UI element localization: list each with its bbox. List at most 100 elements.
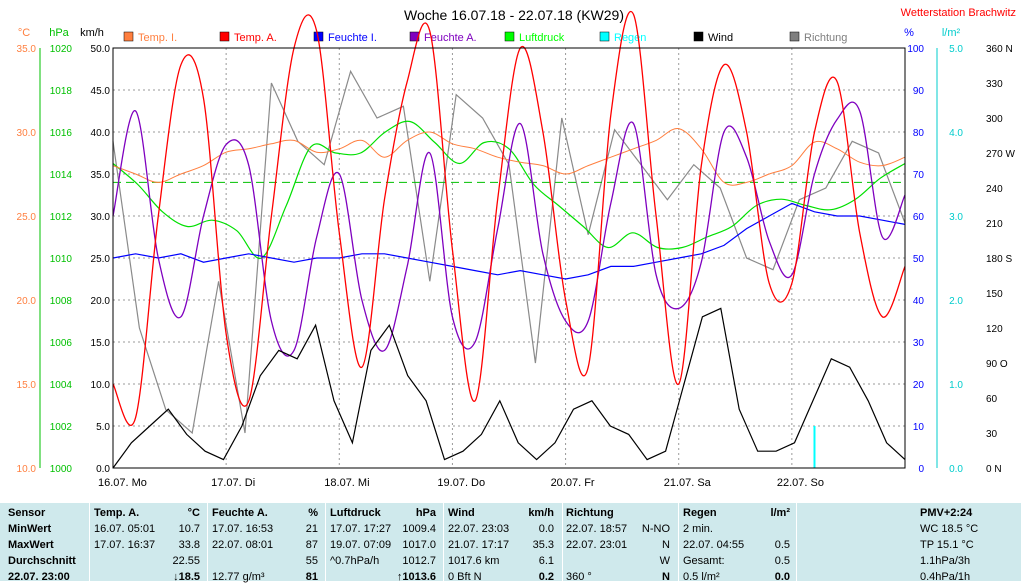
temp-tick-label: 20.0 <box>17 296 37 307</box>
table-cell-value: 33.8 <box>178 539 200 551</box>
table-header: Luftdruck <box>330 507 381 519</box>
rain-tick-label: 4.0 <box>949 128 963 139</box>
table-cell-time: 22.07. 08:01 <box>212 539 274 551</box>
pmv-line: TP 15.1 °C <box>920 539 974 551</box>
legend-swatch <box>504 31 515 42</box>
rain-tick-label: 3.0 <box>949 212 963 223</box>
table-header: Wind <box>448 507 475 519</box>
table-cell-value: 0.5 <box>774 555 790 567</box>
pressure-tick-label: 1012 <box>50 212 73 223</box>
table-cell-time: 19.07. 07:09 <box>330 539 392 551</box>
pressure-tick-label: 1006 <box>50 338 73 349</box>
direction-tick-label: 240 <box>986 184 1003 195</box>
humidity-tick-label: 30 <box>913 338 925 349</box>
wind-tick-label: 35.0 <box>91 170 111 181</box>
legend-label: Temp. I. <box>138 32 177 44</box>
table-header-unit: °C <box>187 507 200 519</box>
axis-ticks: 35.030.025.020.015.010.01020101810161014… <box>17 44 1016 475</box>
wind-tick-label: 10.0 <box>91 380 111 391</box>
table-cell-value: 22.55 <box>172 555 200 567</box>
direction-tick-label: 210 <box>986 219 1003 230</box>
wind-tick-label: 15.0 <box>91 338 111 349</box>
table-cell-time: 17.07. 17:27 <box>330 523 392 535</box>
direction-tick-label: 90 O <box>986 359 1008 370</box>
humidity-tick-label: 100 <box>907 44 924 55</box>
x-day-label: 21.07. Sa <box>664 477 712 489</box>
table-header: Temp. A. <box>94 507 140 519</box>
legend-label: Regen <box>614 32 646 44</box>
table-cell-value: 21 <box>305 523 318 535</box>
table-cell-time: 360 ° <box>566 571 592 583</box>
table-cell-value: ↓18.5 <box>173 571 200 583</box>
table-cell-value: 1017.0 <box>402 539 436 551</box>
series-lines <box>112 11 906 469</box>
pressure-tick-label: 1016 <box>50 128 73 139</box>
legend-swatch <box>123 31 134 42</box>
table-header-unit: % <box>308 507 318 519</box>
wind-tick-label: 5.0 <box>96 422 110 433</box>
table-cell-time: 16.07. 05:01 <box>94 523 156 535</box>
direction-tick-label: 60 <box>986 394 998 405</box>
wind-tick-label: 30.0 <box>91 212 111 223</box>
wind-tick-label: 20.0 <box>91 296 111 307</box>
humidity-tick-label: 70 <box>913 170 925 181</box>
table-cell-time: Gesamt: <box>683 555 725 567</box>
pressure-tick-label: 1000 <box>50 464 73 475</box>
wind-unit: km/h <box>80 27 104 39</box>
series-pressure <box>112 120 906 259</box>
humidity-tick-label: 10 <box>913 422 925 433</box>
temp-unit: °C <box>18 27 30 39</box>
table-cell-time: 22.07. 04:55 <box>683 539 745 551</box>
table-cell-value: N <box>662 571 670 583</box>
legend-label: Richtung <box>804 32 847 44</box>
legend-label: Feuchte A. <box>424 32 477 44</box>
x-axis-labels: 16.07. Mo 17.07. Di 18.07. Mi 19.07. Do 20.0… <box>98 477 824 489</box>
table-cell-time: 21.07. 17:17 <box>448 539 510 551</box>
direction-tick-label: 150 <box>986 289 1003 300</box>
table-cell-value: 1012.7 <box>402 555 436 567</box>
table-cell-value: 87 <box>305 539 318 551</box>
legend-label: Temp. A. <box>234 32 277 44</box>
x-day-label: 20.07. Fr <box>551 477 595 489</box>
table-header: Sensor <box>8 507 46 519</box>
pressure-tick-label: 1010 <box>50 254 73 265</box>
legend-label: Wind <box>708 32 733 44</box>
table-cell-value: ↑1013.6 <box>396 571 436 583</box>
pmv-line: WC 18.5 °C <box>920 523 979 535</box>
rain-tick-label: 1.0 <box>949 380 963 391</box>
x-day-label: 17.07. Di <box>211 477 255 489</box>
summary-table: Sensor Temp. A. °C Feuchte A.% Luftdruck hPa W… <box>0 503 1021 583</box>
pressure-unit: hPa <box>49 27 69 39</box>
legend-swatch <box>599 31 610 42</box>
temp-tick-label: 30.0 <box>17 128 37 139</box>
series-humidity-out <box>112 101 906 357</box>
plot-frame <box>112 47 906 469</box>
table-cell-value: 35.3 <box>532 539 554 551</box>
series-wind <box>112 307 906 469</box>
table-cell-time: 22.07. 23:01 <box>566 539 628 551</box>
table-cell-time: 2 min. <box>683 523 713 535</box>
table-header: Feuchte A. <box>212 507 268 519</box>
pressure-tick-label: 1004 <box>50 380 73 391</box>
table-cell-time: 22.07. 18:57 <box>566 523 628 535</box>
table-cell-time: 1017.6 km <box>448 555 500 567</box>
table-cell-time: ^0.7hPa/h <box>330 555 380 567</box>
table-cell-value: 6.1 <box>538 555 554 567</box>
table-header-unit: l/m² <box>770 507 790 519</box>
humidity-tick-label: 40 <box>913 296 925 307</box>
table-cell-value: 0.0 <box>538 523 554 535</box>
wind-tick-label: 40.0 <box>91 128 111 139</box>
table-cell-value: N <box>662 539 670 551</box>
table-cell-value: W <box>659 555 670 567</box>
temp-tick-label: 10.0 <box>17 464 37 475</box>
table-cell-time: 17.07. 16:37 <box>94 539 156 551</box>
rain-tick-label: 0.0 <box>949 464 963 475</box>
table-header: Richtung <box>566 507 614 519</box>
rain-tick-label: 2.0 <box>949 296 963 307</box>
chart-title: Woche 16.07.18 - 22.07.18 (KW29) <box>404 7 624 23</box>
humidity-unit: % <box>904 27 914 39</box>
series-temp-out <box>112 11 906 427</box>
table-cell-value: 1009.4 <box>402 523 436 535</box>
table-row-label: MinWert <box>8 523 52 535</box>
humidity-tick-label: 0 <box>918 464 924 475</box>
